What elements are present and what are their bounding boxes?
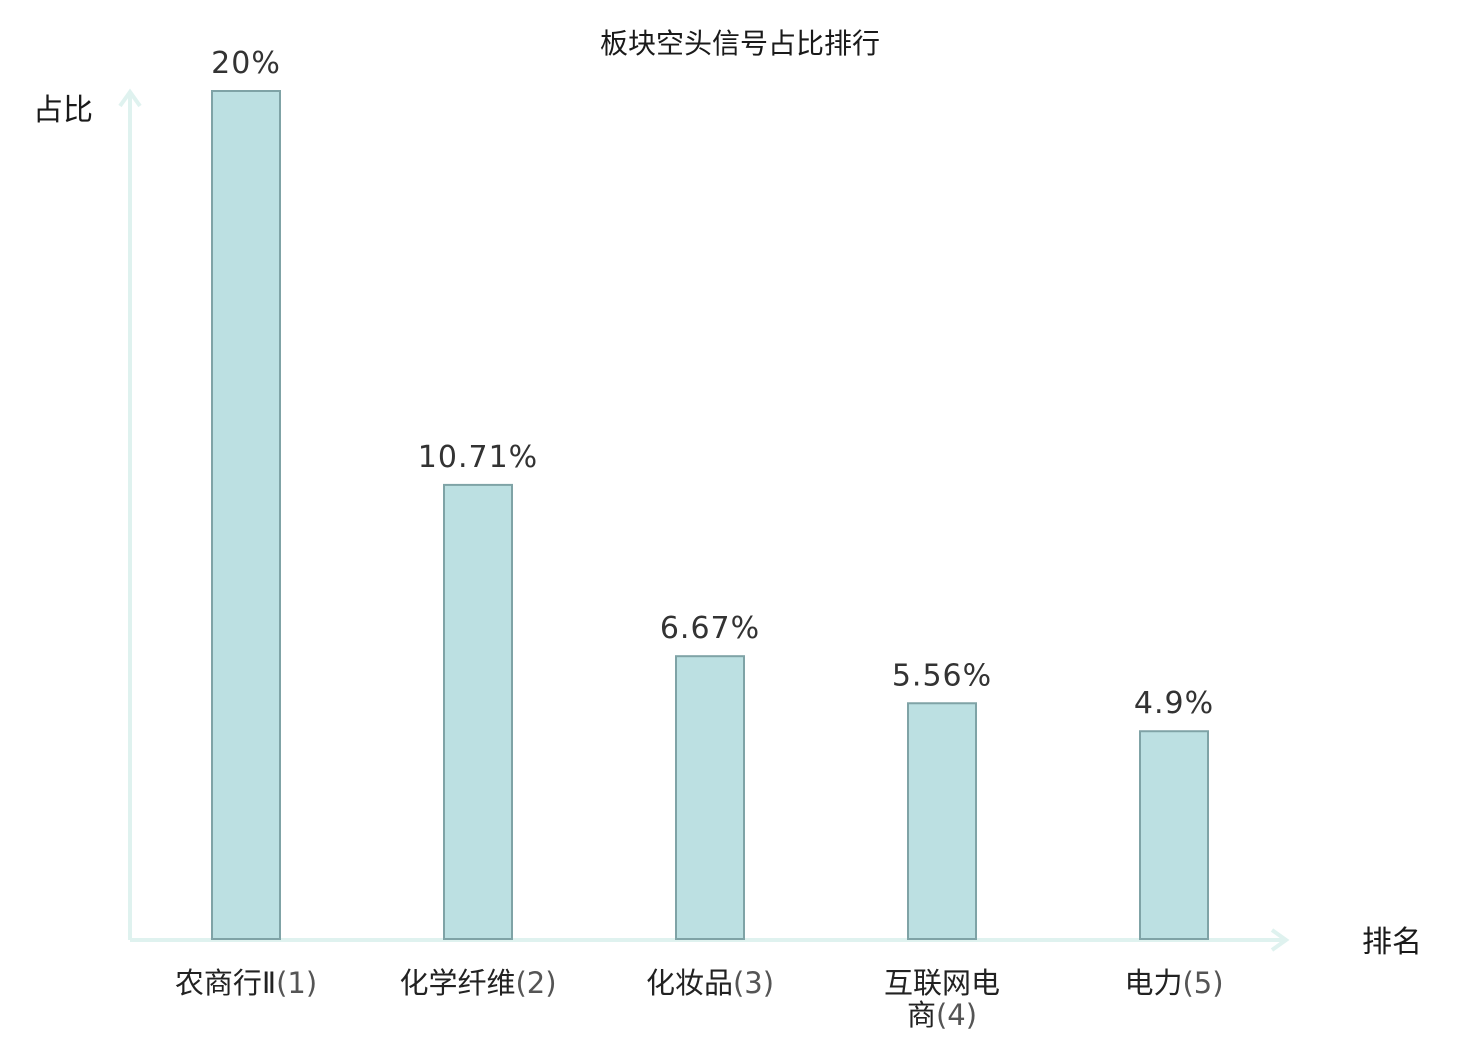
- y-axis-arrow-icon: [118, 88, 142, 108]
- category-name: 电力: [1124, 966, 1182, 1000]
- category-name: 农商行Ⅱ: [175, 966, 276, 1000]
- category-name-line2: 商: [907, 998, 936, 1032]
- category-rank: (3): [733, 966, 774, 1000]
- value-label: 5.56%: [892, 658, 992, 693]
- category-label: 电力(5): [1124, 966, 1223, 1000]
- category-rank: (5): [1182, 966, 1223, 1000]
- bar: [907, 702, 977, 940]
- bar: [1139, 730, 1209, 940]
- x-axis-label: 排名: [1362, 925, 1422, 960]
- value-labels-group: 20% 10.71% 6.67% 5.56% 4.9%: [211, 46, 1214, 721]
- category-label: 互联网电商(4): [884, 966, 1000, 1032]
- y-axis-label: 占比: [33, 93, 93, 128]
- category-name-line1: 互联网电: [884, 966, 1000, 1000]
- category-labels-group: 农商行Ⅱ(1) 化学纤维(2) 化妆品(3) 互联网电商(4) 电力(5): [175, 966, 1224, 1032]
- value-label: 10.71%: [418, 440, 538, 475]
- bars-group: [211, 90, 1209, 941]
- category-name: 化妆品: [646, 966, 733, 1000]
- x-axis-arrow-icon: [1270, 928, 1290, 952]
- chart-title: 板块空头信号占比排行: [600, 27, 880, 60]
- bar: [211, 90, 281, 940]
- value-label: 4.9%: [1134, 686, 1214, 721]
- bar: [675, 655, 745, 941]
- bar: [443, 483, 513, 940]
- value-label: 6.67%: [660, 611, 760, 646]
- category-label: 农商行Ⅱ(1): [175, 966, 317, 1000]
- category-label: 化学纤维(2): [399, 966, 556, 1000]
- value-label: 20%: [211, 46, 281, 81]
- category-rank: (1): [276, 966, 317, 1000]
- category-rank: (2): [515, 966, 556, 1000]
- category-label: 化妆品(3): [646, 966, 774, 1000]
- category-rank: (4): [936, 998, 977, 1032]
- category-name: 化学纤维: [399, 966, 515, 1000]
